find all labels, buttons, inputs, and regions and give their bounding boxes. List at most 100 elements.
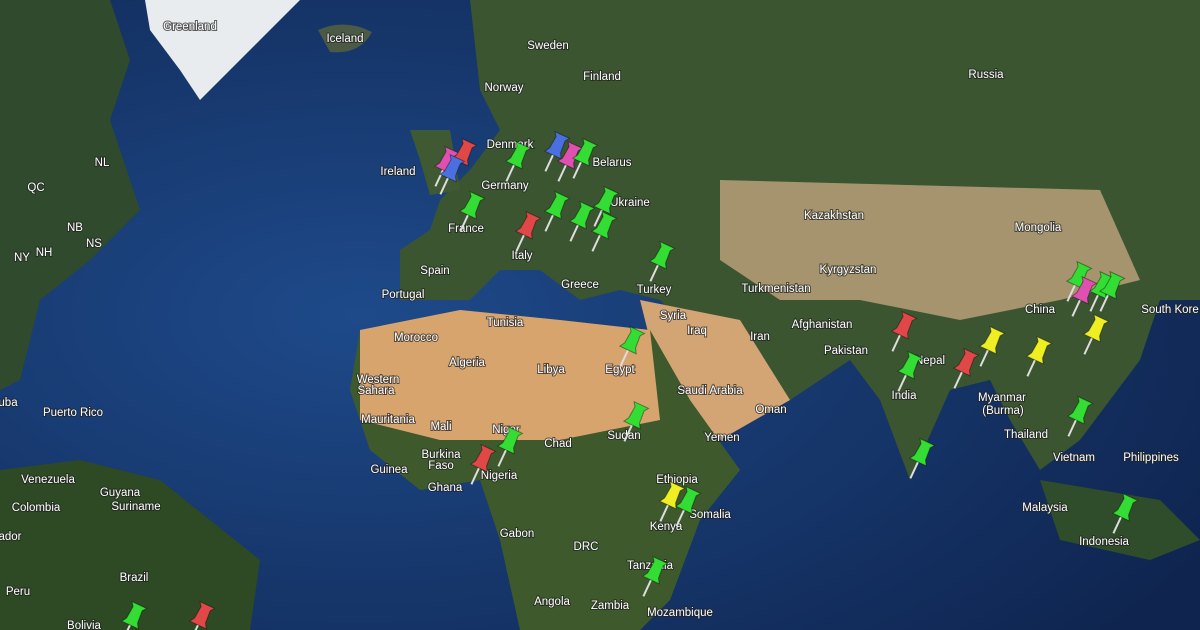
pin[interactable] (1064, 275, 1098, 320)
place-label: Greece (561, 279, 599, 291)
place-label: QC (27, 182, 44, 194)
land (0, 460, 260, 630)
place-label: Venezuela (21, 474, 75, 486)
land (145, 0, 300, 100)
pin[interactable] (972, 325, 1006, 370)
place-label: ador (0, 531, 22, 543)
place-label: Italy (511, 250, 532, 262)
pin[interactable] (635, 555, 669, 600)
place-label: Mozambique (647, 607, 713, 619)
pin[interactable] (668, 485, 702, 530)
place-label: Puerto Rico (43, 407, 103, 419)
place-label: Iceland (326, 33, 363, 45)
place-label: Vietnam (1053, 452, 1095, 464)
pin[interactable] (612, 325, 646, 370)
pin[interactable] (463, 443, 497, 488)
place-label: Algeria (449, 357, 485, 369)
place-label: Turkmenistan (741, 283, 810, 295)
place-label: Thailand (1004, 429, 1048, 441)
place-label: Afghanistan (792, 319, 853, 331)
land (720, 180, 1140, 320)
place-label: Guyana (100, 487, 141, 499)
place-label: Egypt (605, 364, 635, 376)
place-label: DRC (574, 541, 599, 553)
pin[interactable] (902, 437, 936, 482)
pin[interactable] (452, 190, 486, 235)
pin[interactable] (562, 200, 596, 245)
place-label: Ukraine (610, 197, 650, 209)
pin[interactable] (884, 310, 918, 355)
pins (114, 130, 1139, 630)
place-label: China (1025, 304, 1056, 316)
place-label: NH (36, 247, 53, 259)
pin[interactable] (642, 240, 676, 285)
pin[interactable] (1019, 335, 1053, 380)
pin[interactable] (1105, 492, 1139, 537)
pin[interactable] (537, 130, 571, 175)
pin[interactable] (946, 347, 980, 392)
place-label: Myanmar (978, 392, 1026, 404)
place-label: Norway (485, 82, 524, 94)
place-label: Sweden (527, 40, 569, 52)
place-label: Sudan (607, 430, 640, 442)
place-label: Yemen (704, 432, 739, 444)
place-label: Bolivia (67, 620, 101, 630)
pin[interactable] (182, 600, 216, 630)
place-label: Mali (430, 421, 451, 433)
pin[interactable] (1060, 395, 1094, 440)
place-label: Greenland (163, 21, 217, 33)
pin[interactable] (584, 210, 618, 255)
pin[interactable] (616, 400, 650, 445)
pin[interactable] (432, 153, 466, 198)
place-label: NS (86, 238, 102, 250)
place-label: Pakistan (824, 345, 868, 357)
pin[interactable] (114, 600, 148, 630)
place-label: Oman (755, 404, 786, 416)
place-label: Malaysia (1022, 502, 1068, 514)
labels: Greenland Iceland Sweden Finland Norway Russi… (0, 20, 1200, 630)
place-label: Nigeria (481, 470, 518, 482)
place-label: uba (0, 397, 18, 409)
place-label: Mongolia (1015, 222, 1062, 234)
place-label: Saudi Arabia (677, 385, 743, 397)
place-label: Libya (537, 364, 565, 376)
pin[interactable] (890, 350, 924, 395)
land (640, 300, 790, 440)
pin[interactable] (565, 137, 599, 182)
pin[interactable] (508, 210, 542, 255)
place-label: Belarus (593, 157, 632, 169)
place-label: Indonesia (1079, 536, 1129, 548)
pin[interactable] (498, 140, 532, 185)
place-label: Suriname (111, 501, 160, 513)
place-label: Iraq (687, 325, 707, 337)
place-label: Syria (660, 310, 687, 322)
pin[interactable] (1076, 313, 1110, 358)
place-label: Germany (481, 180, 529, 192)
place-label: Spain (420, 265, 449, 277)
place-label: Ethiopia (656, 474, 698, 486)
place-label: Colombia (12, 502, 61, 514)
place-label: NB (67, 222, 83, 234)
place-label: Sahara (357, 385, 395, 397)
place-label: (Burma) (982, 405, 1024, 417)
pin[interactable] (652, 480, 686, 525)
pin[interactable] (537, 190, 571, 235)
place-label: Kazakhstan (804, 210, 864, 222)
place-label: Iran (750, 331, 770, 343)
place-label: Kenya (650, 521, 683, 533)
place-label: Portugal (382, 289, 425, 301)
land (318, 24, 372, 53)
place-label: Kyrgyzstan (820, 264, 877, 276)
place-label: Somalia (689, 509, 731, 521)
place-label: Faso (428, 460, 454, 472)
place-label: Gabon (500, 528, 535, 540)
pin[interactable] (586, 185, 620, 230)
place-label: Ireland (380, 166, 415, 178)
place-label: Guinea (370, 464, 408, 476)
place-label: South Kore (1141, 304, 1199, 316)
place-label: India (892, 390, 918, 402)
pin[interactable] (1092, 270, 1126, 315)
place-label: Russia (968, 69, 1004, 81)
pin[interactable] (490, 425, 524, 470)
